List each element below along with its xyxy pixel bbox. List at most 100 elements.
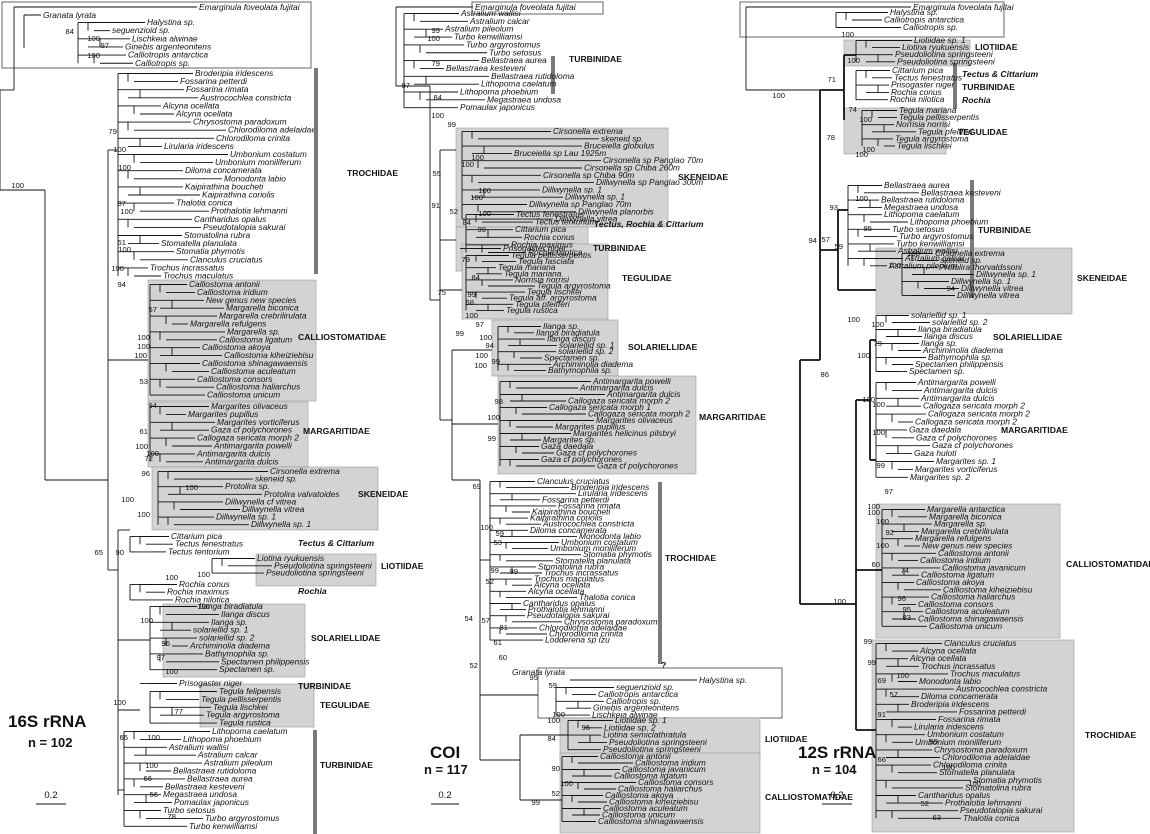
bootstrap-value: 100 xyxy=(855,194,868,203)
bootstrap-value: 100 xyxy=(968,779,981,788)
taxon-label: Broderipia iridescens xyxy=(911,699,990,709)
bootstrap-value: 77 xyxy=(175,707,183,716)
bootstrap-value: 100 xyxy=(907,249,920,258)
taxon-label: Archiminolia diadema xyxy=(189,641,270,651)
taxon-label: Calliostoma iridium xyxy=(197,287,268,297)
taxon-label: Halystina sp. xyxy=(890,7,938,17)
taxon-label: Lirularia iridescens xyxy=(578,488,649,498)
taxon-label: Kaipirathina boucheti xyxy=(185,181,264,191)
bootstrap-value: 100 xyxy=(478,209,491,218)
taxon-label: Trochus incrassatus xyxy=(150,262,225,272)
taxon-label: Rochia conus xyxy=(891,87,943,97)
taxon-label: Ilanga discus xyxy=(221,609,271,619)
taxon-label: solariellid sp. 1 xyxy=(193,625,248,635)
taxon-label: Astralium wallisi xyxy=(168,742,230,752)
bootstrap-value: 100 xyxy=(137,510,150,519)
taxon-label: Tegula pellisserpentis xyxy=(899,112,980,122)
taxon-label: Calliostoma haliarchus xyxy=(931,592,1016,602)
bootstrap-value: 52 xyxy=(921,799,929,808)
taxon-label: Calliostoma antonii xyxy=(938,548,1010,558)
taxon-label: Calliostoma shinagawaensis xyxy=(598,816,704,826)
clade-box-liotiidae xyxy=(255,553,377,587)
family-label: TEGULIDAE xyxy=(958,127,1008,137)
taxon-label: Astralium wallisi xyxy=(460,8,522,18)
taxon-label: Dillwynella planorbis xyxy=(578,206,655,216)
taxon-label: Gaza cf polychorones xyxy=(916,432,998,442)
taxon-label: Thalotia conica xyxy=(963,813,1020,823)
taxon-label: Margarella antarctica xyxy=(927,504,1006,514)
family-label: Rochia xyxy=(962,95,991,105)
taxon-label: Umbonium moniliferum xyxy=(215,157,301,167)
bootstrap-value: 100 xyxy=(862,145,875,154)
bootstrap-value: 100 xyxy=(478,186,491,195)
bootstrap-value: 100 xyxy=(872,428,885,437)
taxon-label: skeneid sp. xyxy=(940,255,982,265)
family-bar xyxy=(313,730,317,834)
bootstrap-value: 100 xyxy=(165,573,178,582)
bootstrap-value: 100 xyxy=(487,413,500,422)
clade-box-solariellidae xyxy=(491,319,619,377)
taxon-label: Turbo kenwilliamsi xyxy=(454,32,523,42)
panel-sample-size: n = 102 xyxy=(28,735,72,750)
bootstrap-value: 84 xyxy=(434,93,442,102)
bootstrap-value: 51 xyxy=(118,238,126,247)
taxon-label: Calliostoma akoya xyxy=(202,342,271,352)
bootstrap-value: 81 xyxy=(500,623,508,632)
taxon-label: Margarella refulgens xyxy=(915,533,992,543)
bootstrap-value: 79 xyxy=(109,127,117,136)
taxon-label: Rochia maximus xyxy=(511,239,574,249)
taxon-label: Astralium pileolum xyxy=(203,758,272,768)
bootstrap-value: 100 xyxy=(165,667,178,676)
taxon-label: Rochia conus xyxy=(179,579,231,589)
bootstrap-value: 60 xyxy=(872,560,880,569)
taxon-label: Margarites helicinus pilsbryi xyxy=(573,428,677,438)
taxon-label: Monodonta labio xyxy=(224,173,286,183)
clade-box-skeneidae xyxy=(151,466,379,531)
taxon-label: Pseudoliotina springsteeni xyxy=(609,737,708,747)
taxon-label: Bellastraea rutidoloma xyxy=(881,195,965,205)
taxon-label: Ilanga sp. xyxy=(543,321,579,331)
taxon-label: Ginebis argenteonitens xyxy=(125,41,212,51)
bootstrap-value: 99 xyxy=(930,737,938,746)
bootstrap-value: 79 xyxy=(462,255,470,264)
taxon-label: Gaza cf polychorones xyxy=(932,440,1014,450)
clade-box-calliostomatidae xyxy=(559,752,761,834)
taxon-label: Margarella crebrilirulata xyxy=(219,311,307,321)
bootstrap-value: 96 xyxy=(582,723,590,732)
family-bar xyxy=(658,482,662,664)
taxon-label: Ginebis argenteonitens xyxy=(593,703,680,713)
taxon-label: Bellastraea kesteveni xyxy=(921,187,1002,197)
taxon-label: Bellastraea aurea xyxy=(187,773,253,783)
bootstrap-value: 59 xyxy=(549,681,557,690)
taxon-label: Margarites sp. xyxy=(543,435,596,445)
bootstrap-value: 69 xyxy=(473,482,481,491)
taxon-label: Gaza cf polychorones xyxy=(597,461,679,471)
bootstrap-value: 94 xyxy=(809,236,817,245)
bootstrap-value: 92 xyxy=(886,528,894,537)
taxon-label: Chlorodiloma crinita xyxy=(216,133,290,143)
bootstrap-value: 100 xyxy=(470,193,483,202)
taxon-label: Cantharidus opalus xyxy=(523,598,596,608)
taxon-label: Liotina ryukuensis xyxy=(902,42,970,52)
taxon-label: Tegula mariana xyxy=(899,105,957,115)
bootstrap-value: 87 xyxy=(118,199,126,208)
taxon-label: Calliostoma consors xyxy=(918,599,994,609)
bootstrap-value: 100 xyxy=(431,111,444,120)
taxon-label: Calliostoma unicum xyxy=(929,621,1002,631)
taxon-label: Bathymophila sp. xyxy=(205,648,269,658)
taxon-label: Liotina semiclathratula xyxy=(603,730,687,740)
bootstrap-value: 99 xyxy=(488,434,496,443)
family-label: Tectus & Cittarium xyxy=(298,538,374,548)
family-label: TEGULIDAE xyxy=(622,273,672,283)
bootstrap-value: 100 xyxy=(474,361,487,370)
taxon-label: Tegula argyrostoma xyxy=(537,281,611,291)
taxon-label: Bellastraea aurea xyxy=(884,180,950,190)
taxon-label: Margarites olivaceus xyxy=(596,415,674,425)
taxon-label: Ilanga discus xyxy=(547,334,597,344)
taxon-label: Fossarina petterdi xyxy=(959,706,1027,716)
taxon-label: Chlorodiloma crinita xyxy=(933,760,1007,770)
bootstrap-value: 99 xyxy=(492,357,500,366)
taxon-label: Margarella biconica xyxy=(226,303,299,313)
scale-label: 0.2 xyxy=(830,790,843,801)
bootstrap-value: 94 xyxy=(947,284,955,293)
